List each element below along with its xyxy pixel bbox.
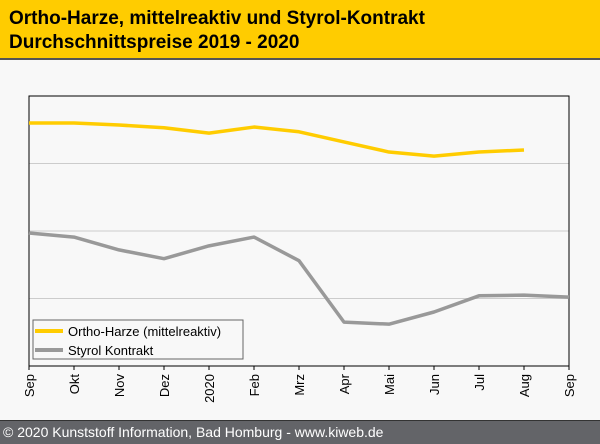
x-tick-label: Sep [22,374,37,397]
x-tick-label: Apr [337,373,352,394]
footer-bar: © 2020 Kunststoff Information, Bad Hombu… [0,420,600,444]
header-banner: Ortho-Harze, mittelreaktiv und Styrol-Ko… [0,0,600,60]
legend-label: Ortho-Harze (mittelreaktiv) [68,324,221,339]
ortho-harze-line [29,121,525,158]
x-tick-label: Jul [472,374,487,391]
x-tick-label: Aug [517,374,532,397]
legend-box [32,319,244,360]
legend-label: Styrol Kontrakt [68,343,154,358]
x-tick-label: Nov [112,374,127,398]
styrol-kontrakt-line [28,231,570,326]
x-tick-label: 2020 [202,374,217,403]
x-tick-label: Jun [427,374,442,395]
copyright-text: © 2020 Kunststoff Information, Bad Hombu… [3,424,384,440]
x-tick-label: Sep [562,374,577,397]
line-chart: Sep Okt Nov Dez 2020 Feb Mrz Apr Mai Jun Jul Aug Sep… [22,95,577,403]
x-tick-label: Feb [247,374,262,396]
x-tick-label: Mrz [292,374,307,396]
chart-title-line-1: Ortho-Harze, mittelreaktiv und Styrol-Ko… [9,8,425,29]
x-tick-label: Mai [382,374,397,395]
chart-title-line-2: Durchschnittspreise 2019 - 2020 [9,32,300,53]
x-tick-label: Dez [157,374,172,397]
x-tick-label: Okt [67,374,82,395]
